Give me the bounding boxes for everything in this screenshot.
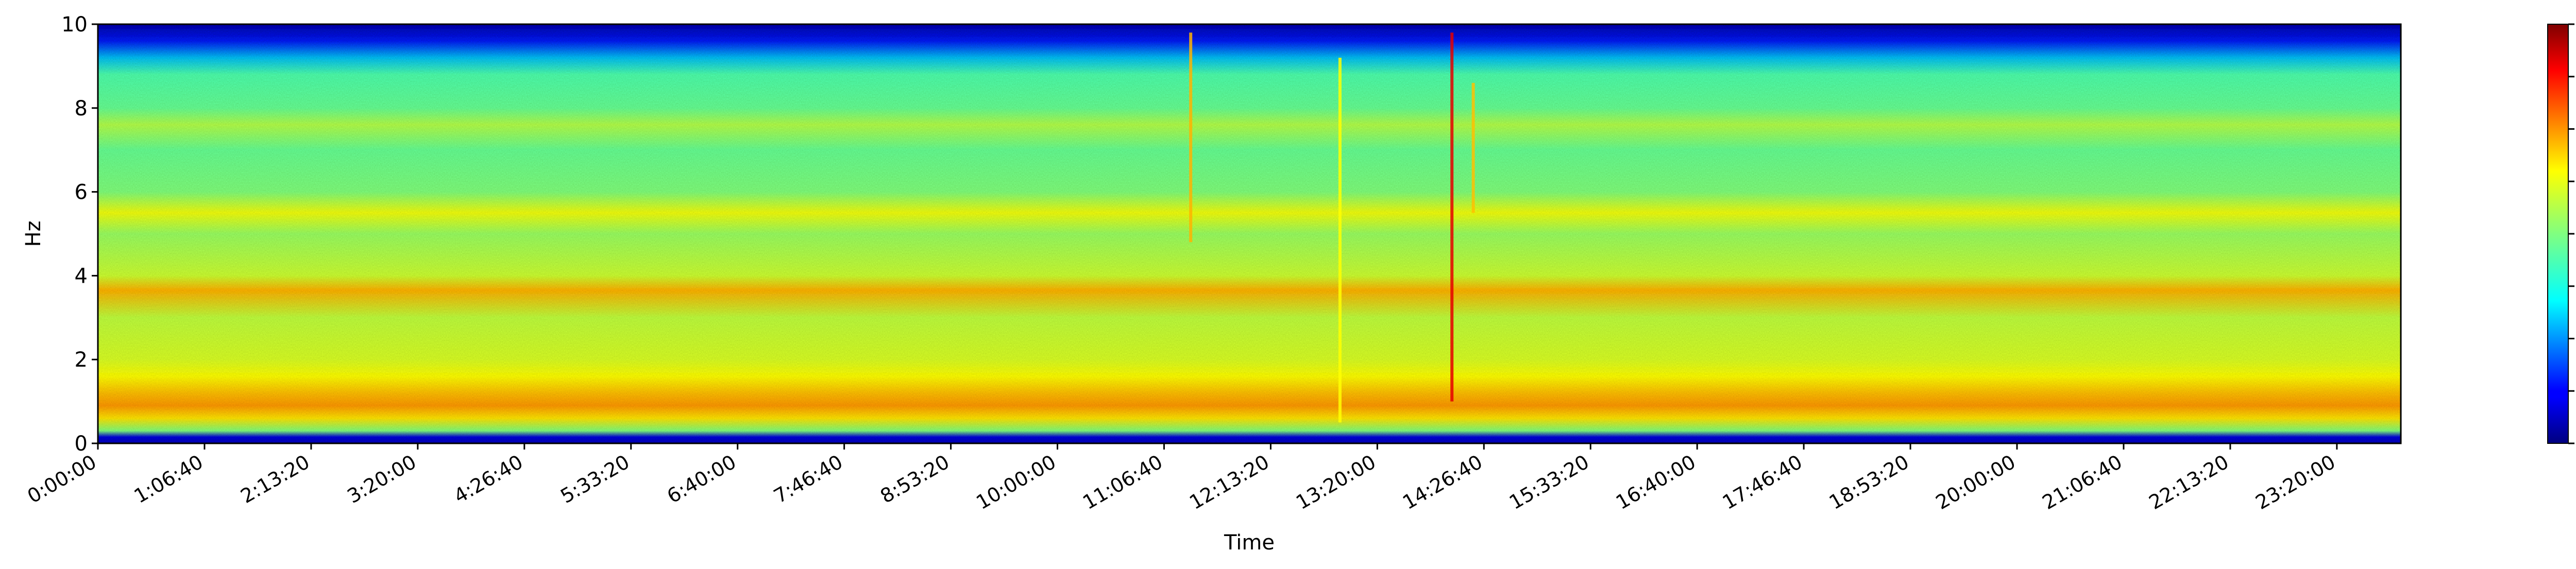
y-tick-label: 0: [75, 432, 88, 456]
x-tick-label: 12:13:20: [1185, 451, 1273, 514]
x-tick-label: 14:26:40: [1399, 451, 1486, 514]
x-axis-label: Time: [1224, 531, 1275, 555]
x-tick-label: 16:40:00: [1612, 451, 1700, 514]
x-tick-label: 3:20:00: [343, 451, 420, 508]
x-tick-label: 11:06:40: [1079, 451, 1166, 514]
x-tick-label: 23:20:00: [2252, 451, 2340, 514]
y-axis-label: Hz: [22, 220, 45, 247]
y-tick-label: 8: [75, 97, 88, 120]
x-tick-label: 18:53:20: [1825, 451, 1913, 514]
x-tick-label: 17:46:40: [1719, 451, 1806, 514]
plot-frame: [97, 23, 2402, 444]
x-tick-label: 7:46:40: [770, 451, 846, 508]
x-tick-label: 5:33:20: [556, 451, 633, 508]
spectrogram-image: [98, 24, 2401, 443]
x-tick-label: 4:26:40: [450, 451, 527, 508]
x-tick-label: 22:13:20: [2145, 451, 2233, 514]
event-streak: [1338, 58, 1342, 423]
y-tick-label: 10: [61, 13, 88, 37]
x-tick-label: 15:33:20: [1505, 451, 1593, 514]
spectrogram-events: [1189, 32, 1475, 423]
x-axis: 0:00:00 1:06:40 2:13:20 3:20:00 4:26:40 5:33:…: [24, 443, 2340, 514]
y-tick-label: 4: [75, 264, 88, 288]
x-tick-label: 8:53:20: [876, 451, 953, 508]
x-tick-label: 0:00:00: [24, 451, 100, 508]
x-tick-label: 21:06:40: [2039, 451, 2126, 514]
colorbar-ticks: +0 dB-10 dB-20 dB-30 dB-40 dB-50 dB-60 d…: [2568, 23, 2574, 444]
y-tick-label: 6: [75, 181, 88, 204]
plot-area: [97, 23, 2402, 444]
x-tick-label: 20:00:00: [1932, 451, 2020, 514]
y-axis: 0 2 4 6 8 10: [61, 13, 98, 456]
x-tick-label: 1:06:40: [130, 451, 207, 508]
x-tick-label: 13:20:00: [1292, 451, 1380, 514]
event-streak: [1189, 32, 1193, 243]
event-streak: [1450, 32, 1454, 402]
x-tick-label: 6:40:00: [663, 451, 740, 508]
colorbar-gradient-bar: [2547, 24, 2569, 444]
x-tick-label: 2:13:20: [237, 451, 314, 508]
x-tick-label: 10:00:00: [972, 451, 1060, 514]
event-streak: [1471, 82, 1475, 213]
colorbar: +0 dB-10 dB-20 dB-30 dB-40 dB-50 dB-60 d…: [2547, 23, 2574, 444]
y-tick-label: 2: [75, 348, 88, 372]
